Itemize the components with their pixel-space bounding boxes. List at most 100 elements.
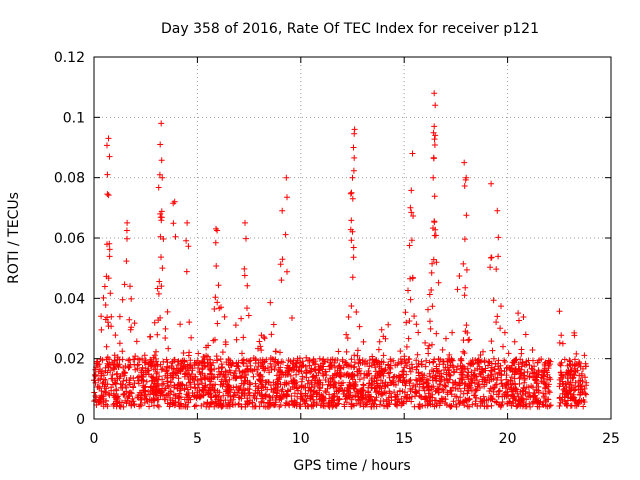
data-point xyxy=(449,384,456,391)
data-point xyxy=(536,399,543,406)
data-point xyxy=(461,159,468,166)
data-point xyxy=(212,392,219,398)
data-point xyxy=(392,401,398,407)
data-point xyxy=(157,314,164,321)
data-point xyxy=(353,400,360,407)
data-point xyxy=(361,370,368,377)
data-point xyxy=(327,362,334,369)
data-point xyxy=(214,227,221,234)
data-point xyxy=(557,394,563,401)
data-point xyxy=(154,331,161,338)
data-point xyxy=(132,353,139,360)
data-point xyxy=(92,393,99,399)
data-point xyxy=(119,296,126,303)
data-point xyxy=(284,194,290,201)
data-point xyxy=(172,233,179,240)
data-point xyxy=(529,366,536,373)
data-point xyxy=(409,150,416,157)
data-point xyxy=(521,369,528,376)
data-point xyxy=(124,394,131,401)
data-point xyxy=(407,376,414,383)
data-point xyxy=(442,383,449,390)
data-point xyxy=(561,385,568,392)
data-point xyxy=(515,310,522,317)
data-point xyxy=(135,392,142,399)
data-point xyxy=(272,397,279,403)
data-point xyxy=(255,376,262,383)
data-point xyxy=(571,368,578,375)
data-point xyxy=(158,366,165,373)
data-point xyxy=(544,376,550,383)
data-point xyxy=(260,364,267,371)
data-point xyxy=(217,397,224,404)
data-point xyxy=(450,398,457,405)
data-point xyxy=(467,361,474,368)
data-point xyxy=(459,379,466,386)
data-point xyxy=(134,365,141,372)
data-point xyxy=(424,384,430,391)
data-point xyxy=(433,365,440,372)
data-point xyxy=(117,380,124,387)
data-point xyxy=(426,359,433,366)
data-point xyxy=(191,403,198,410)
data-point xyxy=(222,339,229,345)
data-point xyxy=(437,381,444,388)
data-point xyxy=(150,395,157,402)
data-point xyxy=(308,384,315,391)
data-point xyxy=(429,391,436,398)
data-point xyxy=(169,397,176,404)
data-point xyxy=(181,370,188,377)
data-point xyxy=(509,388,516,395)
data-point xyxy=(464,373,471,380)
data-point xyxy=(416,392,423,399)
data-point xyxy=(387,356,394,363)
y-tick-label: 0.08 xyxy=(54,171,85,187)
data-point xyxy=(140,387,147,394)
data-point xyxy=(545,381,552,388)
data-point xyxy=(512,366,519,373)
data-point xyxy=(147,384,154,391)
data-point xyxy=(210,337,217,344)
data-point xyxy=(128,390,135,397)
data-point xyxy=(432,373,439,380)
data-point xyxy=(211,306,218,312)
data-point xyxy=(463,266,470,273)
data-point xyxy=(580,403,587,410)
data-point xyxy=(98,326,105,333)
data-point xyxy=(518,350,525,357)
data-point xyxy=(362,358,369,365)
data-point xyxy=(366,357,373,364)
data-point xyxy=(324,356,331,363)
data-point xyxy=(319,381,326,388)
data-point xyxy=(569,394,575,401)
data-point xyxy=(317,385,324,392)
data-point xyxy=(93,360,100,367)
y-tick-label: 0 xyxy=(76,412,85,428)
data-point xyxy=(408,237,415,244)
data-point xyxy=(150,366,157,373)
data-point xyxy=(414,381,421,387)
data-point xyxy=(114,370,121,377)
data-point xyxy=(576,360,583,367)
data-point xyxy=(377,401,383,408)
data-point xyxy=(155,403,162,410)
data-point xyxy=(402,309,409,316)
data-point xyxy=(129,398,135,405)
data-point xyxy=(347,226,354,233)
data-point xyxy=(503,376,510,383)
data-point xyxy=(106,253,113,260)
data-point xyxy=(266,399,273,406)
data-point xyxy=(335,348,342,355)
data-point xyxy=(224,392,231,399)
data-point xyxy=(485,362,491,369)
data-point xyxy=(119,356,126,363)
data-point xyxy=(104,314,111,321)
data-point xyxy=(158,254,164,261)
data-point xyxy=(158,217,165,224)
data-point xyxy=(495,393,502,400)
data-point xyxy=(150,390,157,397)
data-point xyxy=(123,384,130,391)
data-point xyxy=(257,343,264,350)
data-point xyxy=(348,303,355,309)
data-point xyxy=(353,309,360,315)
